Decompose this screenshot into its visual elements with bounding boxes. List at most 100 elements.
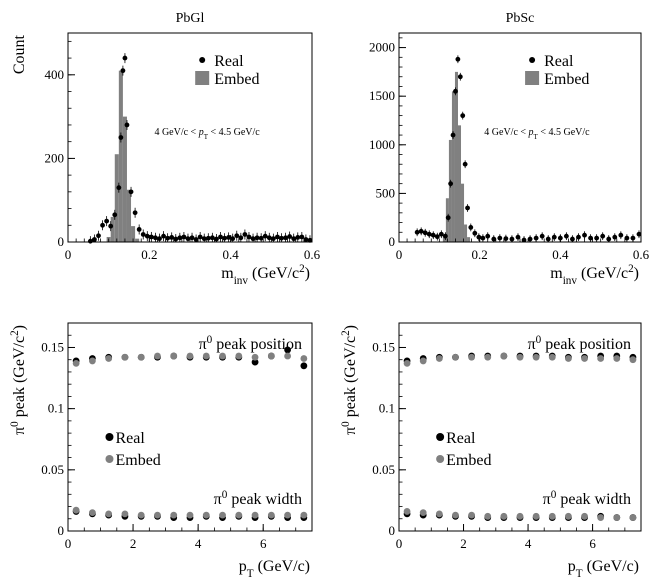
x-axis-label: pT (GeV/c): [239, 558, 310, 579]
real-data-point: [445, 215, 451, 221]
y-tick-label: 500: [376, 185, 396, 200]
panel-pbgl-invariant-mass: PbGl 0 0.2 0.4 0.6 0 200 400 minv (GeV/c2) Count R…: [11, 11, 321, 287]
y-tick-label: 0.1: [48, 401, 64, 416]
embed-histogram-bar: [122, 116, 127, 242]
real-data-point: [442, 233, 448, 239]
real-data-point: [108, 223, 114, 229]
real-data-point: [266, 235, 272, 241]
real-data-point: [600, 233, 606, 239]
embed-data-point: [629, 356, 637, 364]
x-tick-label: 2: [130, 536, 137, 551]
x-tick-label: 0.4: [223, 247, 240, 262]
real-data-point: [112, 212, 118, 218]
embed-data-point: [300, 355, 308, 362]
embed-histogram-bar: [448, 139, 452, 242]
embed-data-point: [419, 357, 427, 365]
real-data-point: [430, 232, 436, 238]
embed-data-point: [532, 512, 540, 520]
real-data-point: [618, 232, 624, 238]
embed-data-point: [435, 510, 443, 518]
real-data-point: [468, 225, 474, 230]
real-data-point: [122, 55, 128, 61]
plot-frame: [67, 322, 313, 532]
real-data-point: [570, 236, 575, 242]
real-data-point: [209, 235, 215, 241]
real-data-point: [521, 237, 527, 243]
embed-histogram-bar: [464, 224, 468, 242]
embed-histogram-bar: [467, 237, 471, 242]
real-data-point: [283, 235, 288, 241]
x-tick-label: 0.4: [552, 247, 569, 262]
real-data-point: [96, 233, 101, 239]
y-axis-label: Count: [11, 34, 28, 74]
embed-data-point: [154, 511, 161, 519]
real-data-point: [128, 189, 134, 195]
real-data-point: [230, 236, 236, 242]
embed-data-point: [300, 511, 308, 519]
legend-real-label: Real: [446, 430, 476, 447]
embed-histogram-bar: [454, 71, 458, 242]
embed-data-point: [267, 511, 275, 519]
x-tick-label: 0.2: [141, 247, 157, 262]
embed-data-point: [219, 511, 226, 519]
embed-histogram-bar: [461, 183, 465, 242]
real-data-point: [594, 235, 600, 241]
legend-embed-label: Embed: [214, 71, 259, 88]
real-data-point: [476, 234, 482, 240]
real-data-point: [144, 233, 150, 239]
real-data-point: [636, 231, 642, 237]
y-tick-label: 0.05: [41, 462, 64, 477]
embed-histogram-bar: [114, 154, 119, 242]
real-data-point: [92, 237, 97, 242]
embed-data-point: [72, 359, 80, 367]
real-data-point: [303, 237, 309, 242]
x-tick-label: 0: [65, 536, 72, 551]
embed-data-point: [548, 512, 556, 520]
embed-data-point: [435, 355, 443, 362]
embed-data-point: [267, 352, 275, 360]
real-data-point: [104, 218, 110, 224]
embed-data-point: [548, 353, 556, 361]
embed-data-point: [516, 512, 524, 520]
legend-real-marker: [436, 433, 445, 441]
y-tick-label: 0: [58, 234, 65, 249]
panel-pbgl-peak-vs-pt: 0 2 4 6 0 0.05 0.1 0.15 pT (GeV/c) π0 peak (GeV/c…: [9, 322, 313, 579]
x-tick-label: 6: [589, 536, 596, 551]
embed-data-point: [532, 353, 540, 361]
y-tick-label: 1000: [369, 137, 395, 152]
x-tick-label: 0: [396, 536, 403, 551]
real-data-point: [251, 358, 259, 366]
x-tick-label: 4: [525, 536, 532, 551]
peak-width-annotation: π0 peak width: [214, 489, 302, 508]
real-data-point: [438, 231, 444, 237]
embed-data-point: [137, 511, 145, 519]
real-data-point: [100, 222, 105, 228]
embed-data-point: [235, 511, 243, 519]
embed-data-point: [500, 352, 508, 360]
embed-data-point: [484, 512, 492, 520]
real-data-point: [124, 122, 130, 128]
real-data-point: [242, 232, 248, 237]
real-data-point: [460, 113, 466, 119]
real-data-point: [426, 231, 432, 237]
x-tick-label: 0.6: [633, 247, 650, 262]
real-data-point: [279, 235, 284, 241]
panel-title: PbSc: [506, 11, 535, 26]
real-data-point: [258, 235, 264, 241]
real-data-point: [448, 181, 454, 187]
legend-real-label: Real: [544, 53, 574, 70]
real-data-point: [588, 235, 593, 241]
real-data-point: [201, 236, 207, 242]
pt-range-annotation: 4 GeV/c < pT < 4.5 GeV/c: [154, 127, 260, 141]
real-data-point: [414, 229, 420, 235]
embed-data-point: [500, 512, 508, 520]
x-tick-label: 6: [260, 536, 267, 551]
real-data-point: [193, 237, 199, 242]
embed-data-point: [284, 511, 291, 519]
embed-data-point: [613, 514, 621, 521]
real-data-point: [197, 234, 203, 240]
embed-data-point: [251, 511, 259, 519]
peak-position-annotation: π0 peak position: [528, 334, 631, 353]
embed-histogram-bar: [457, 125, 462, 242]
y-tick-label: 0.15: [372, 339, 395, 354]
